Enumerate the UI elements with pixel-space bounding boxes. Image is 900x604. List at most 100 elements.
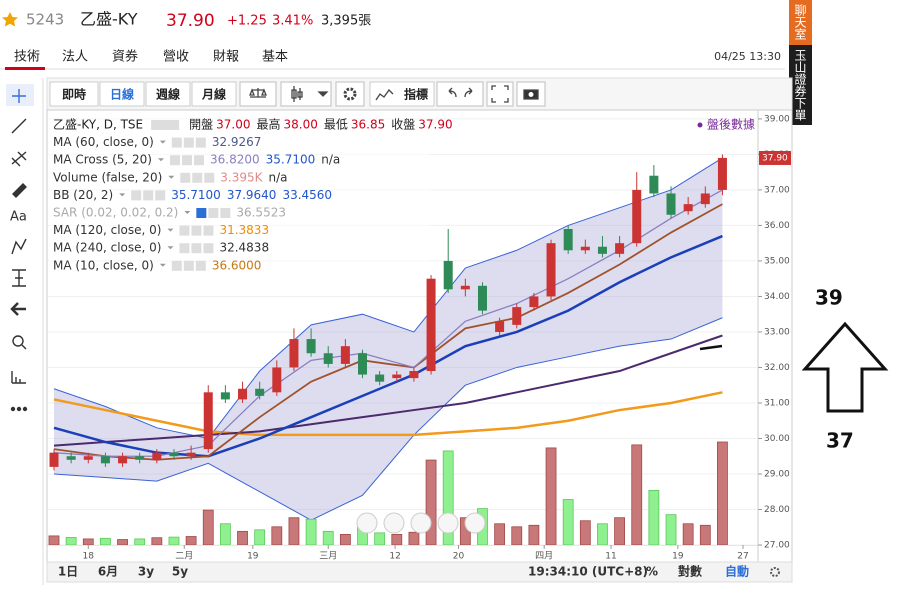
- toolbar-button[interactable]: [191, 81, 237, 107]
- volume-bar: [202, 509, 214, 545]
- legend-symbol: 乙盛-KY, D, TSE: [53, 117, 143, 132]
- ohlc-value: 37.00: [216, 118, 250, 132]
- tab[interactable]: 技術: [14, 50, 40, 65]
- compare-button[interactable]: [239, 81, 277, 107]
- volume-bar: [100, 537, 111, 545]
- crosshair-tool[interactable]: [6, 84, 34, 106]
- indicator-dropdown[interactable]: [168, 175, 175, 179]
- indicator-icon[interactable]: [143, 190, 154, 201]
- indicator-icon[interactable]: [193, 155, 204, 166]
- indicator-icon[interactable]: [191, 243, 202, 254]
- indicator-icon[interactable]: [208, 208, 219, 218]
- indicator-icon[interactable]: [220, 208, 231, 218]
- fullscreen-button[interactable]: [486, 81, 514, 107]
- brush-icon[interactable]: [12, 183, 27, 198]
- volume-bar: [339, 533, 351, 545]
- candle-body: [409, 371, 419, 379]
- indicator-icon[interactable]: [179, 243, 190, 254]
- undo-redo-button[interactable]: [436, 81, 484, 107]
- indicator-icon[interactable]: [203, 243, 214, 254]
- indicator-dropdown[interactable]: [159, 263, 166, 267]
- indicator-icon[interactable]: [171, 260, 182, 271]
- pattern-icon[interactable]: [11, 238, 27, 255]
- indicator-icon[interactable]: [181, 155, 192, 166]
- candle-body: [512, 307, 522, 325]
- ruler-icon[interactable]: [11, 371, 26, 384]
- indicator-dropdown[interactable]: [184, 211, 191, 214]
- volume-bar: [648, 489, 660, 545]
- nav-button[interactable]: [464, 512, 486, 534]
- nav-button[interactable]: [356, 512, 378, 534]
- scale-option[interactable]: 自動: [725, 564, 749, 579]
- after-hours-label[interactable]: 盤後數據: [707, 118, 755, 132]
- indicator-icon[interactable]: [180, 172, 191, 183]
- nav-button[interactable]: [383, 512, 405, 534]
- tab[interactable]: 法人: [62, 50, 88, 65]
- indicator-icon[interactable]: [203, 225, 214, 236]
- volume-bar: [168, 536, 180, 545]
- indicator-icon[interactable]: [195, 137, 206, 148]
- range-button[interactable]: 1日: [58, 565, 78, 579]
- indicator-dropdown[interactable]: [119, 193, 126, 197]
- tab[interactable]: 基本: [262, 50, 288, 65]
- volume-bar: [322, 530, 334, 545]
- last-price-tag: [759, 150, 791, 165]
- x-tick-label: 二月: [175, 551, 193, 562]
- indicator-icon[interactable]: [171, 137, 182, 148]
- x-tick-label: 20: [453, 552, 465, 562]
- indicator-icon[interactable]: [183, 137, 194, 148]
- indicator-dropdown[interactable]: [167, 246, 174, 250]
- indicator-icon[interactable]: [183, 260, 194, 271]
- indicator-icon[interactable]: [192, 172, 203, 183]
- toolbar-button[interactable]: [99, 81, 145, 107]
- indicator-icon[interactable]: [204, 172, 215, 183]
- candle-body: [49, 452, 59, 467]
- favorite-star[interactable]: [2, 12, 18, 27]
- range-button[interactable]: 6月: [98, 565, 118, 579]
- volume-bar: [665, 514, 677, 545]
- more-dot[interactable]: [10, 406, 16, 412]
- chat-tab[interactable]: [789, 0, 812, 45]
- indicator-dropdown[interactable]: [167, 228, 174, 232]
- y-tick-label: 39.00: [764, 114, 790, 124]
- indicator-icon[interactable]: [179, 225, 190, 236]
- candle-body: [426, 278, 436, 372]
- range-button[interactable]: 3y: [138, 565, 154, 579]
- y-tick-label: 35.00: [764, 256, 790, 266]
- text-tool[interactable]: Aa: [10, 210, 27, 225]
- scale-option[interactable]: 對數: [678, 564, 702, 579]
- measure-icon[interactable]: [12, 269, 26, 287]
- footer-settings[interactable]: [770, 567, 780, 577]
- nav-button[interactable]: [437, 512, 459, 534]
- order-tab[interactable]: [789, 45, 812, 125]
- indicator-icon[interactable]: [131, 190, 142, 201]
- ohlc-label: 最低: [324, 118, 348, 132]
- tab[interactable]: 財報: [213, 50, 239, 65]
- indicator-dropdown[interactable]: [157, 158, 164, 162]
- toolbar-button[interactable]: [49, 81, 99, 107]
- price-change-pct: 3.41%: [272, 14, 313, 29]
- range-button[interactable]: 5y: [172, 565, 188, 579]
- settings-button[interactable]: [335, 81, 365, 107]
- zoom-icon[interactable]: [12, 335, 24, 347]
- ma-line: [53, 189, 723, 457]
- toolbar-button[interactable]: [145, 81, 191, 107]
- indicator-value: 35.7100: [266, 153, 316, 167]
- indicator-icon[interactable]: [196, 208, 207, 218]
- nav-button[interactable]: [410, 512, 432, 534]
- tab[interactable]: 資券: [112, 49, 138, 65]
- indicator-icon[interactable]: [169, 155, 180, 166]
- indicator-icon[interactable]: [155, 190, 166, 201]
- indicator-dropdown[interactable]: [159, 140, 166, 144]
- trendline-icon[interactable]: [11, 118, 27, 134]
- back-icon[interactable]: [10, 302, 26, 316]
- bb-lower: [53, 317, 723, 521]
- fib-icon[interactable]: [11, 151, 27, 167]
- tab[interactable]: 營收: [163, 50, 189, 65]
- scale-option[interactable]: %: [646, 565, 658, 579]
- clock: 19:34:10 (UTC+8): [528, 565, 648, 579]
- indicator-icon: [375, 88, 394, 101]
- indicator-icon[interactable]: [191, 225, 202, 236]
- indicator-icon[interactable]: [195, 260, 206, 271]
- x-tick-label: 27: [737, 552, 748, 562]
